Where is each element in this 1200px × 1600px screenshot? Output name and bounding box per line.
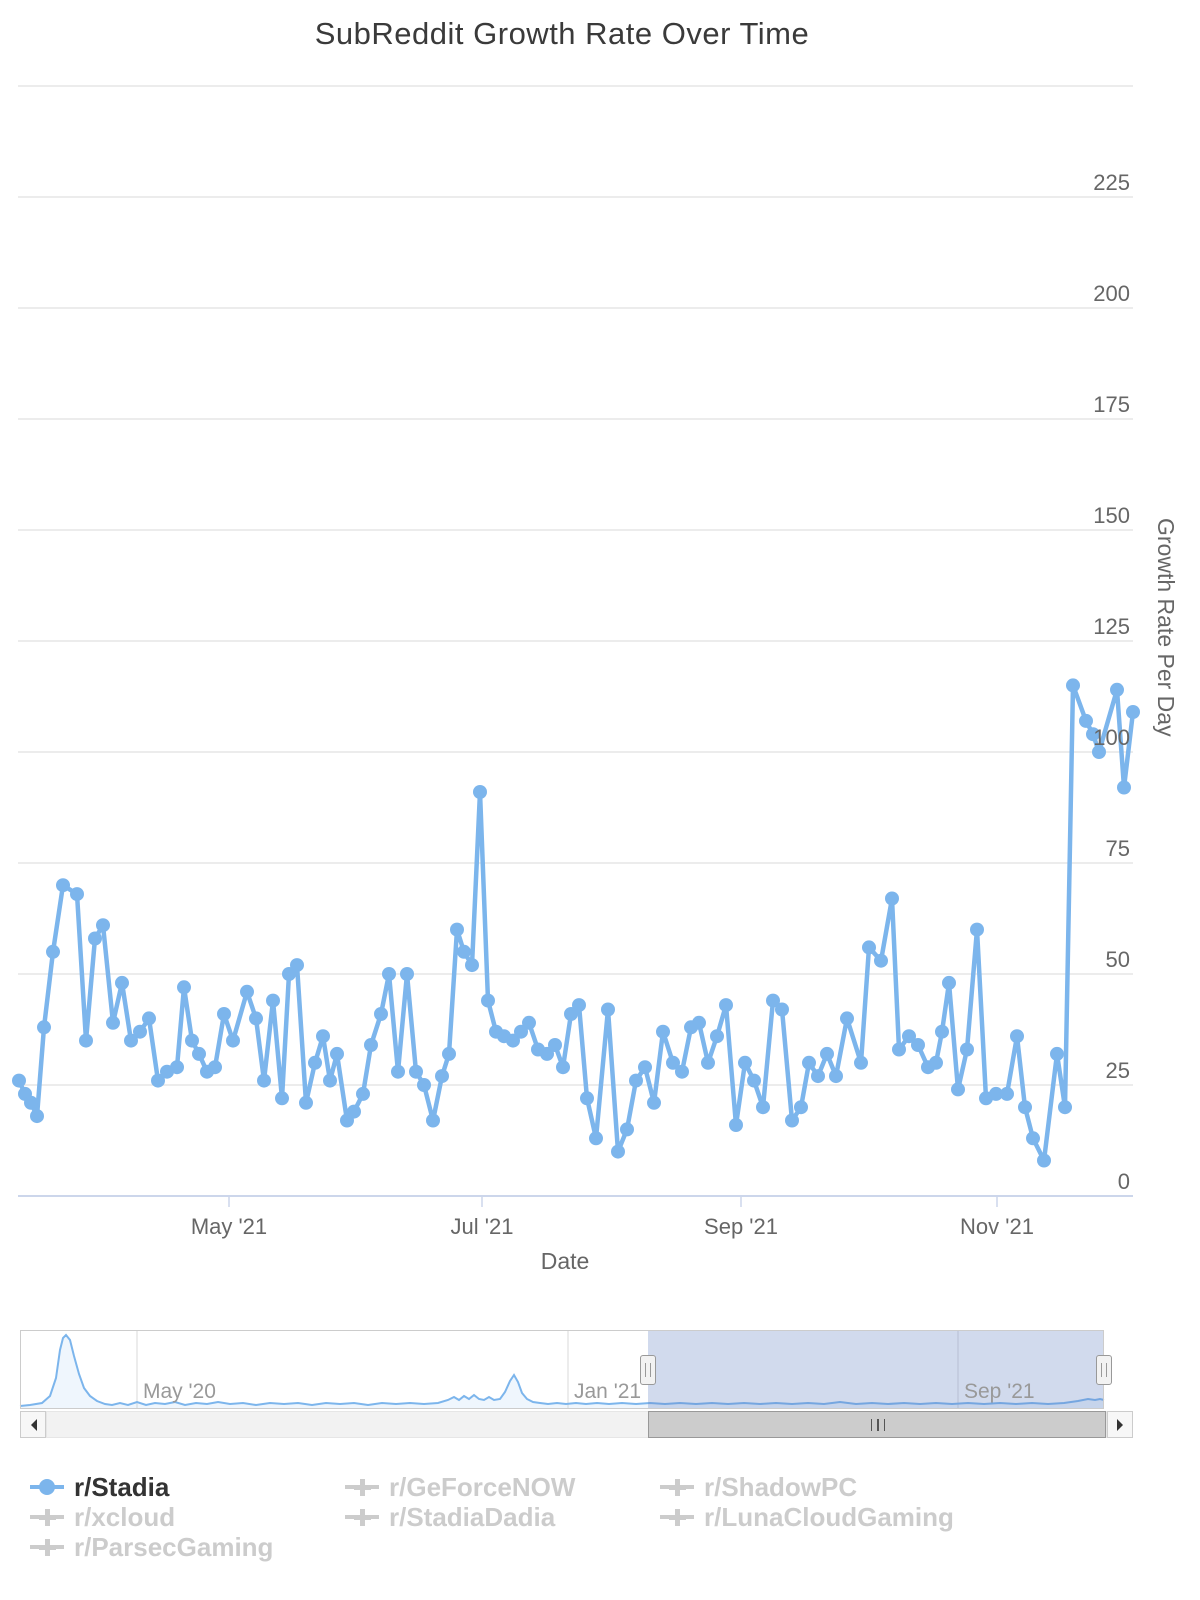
navigator-axis-label: Sep '21 bbox=[964, 1380, 1035, 1403]
x-axis-title: Date bbox=[540, 1248, 590, 1274]
legend: r/Stadia r/GeForceNOW r/ShadowPC r/xcloud r/… bbox=[30, 1472, 1020, 1562]
disabled-series-marker-icon bbox=[660, 1507, 694, 1527]
scrollbar-right-button[interactable] bbox=[1107, 1411, 1133, 1438]
y-axis-title: Growth Rate Per Day bbox=[1153, 518, 1179, 737]
x-axis-label: Nov '21 bbox=[960, 1214, 1034, 1239]
y-axis-label: 75 bbox=[1105, 836, 1130, 861]
legend-item-r-parsecgaming[interactable]: r/ParsecGaming bbox=[30, 1532, 345, 1562]
legend-label: r/StadiaDadia bbox=[389, 1501, 556, 1532]
disabled-series-marker-icon bbox=[30, 1537, 64, 1557]
y-axis-label: 175 bbox=[1093, 392, 1130, 417]
series-line-marker-icon bbox=[30, 1477, 64, 1497]
legend-label: r/GeForceNOW bbox=[389, 1471, 576, 1502]
legend-label: r/ParsecGaming bbox=[74, 1531, 274, 1562]
x-axis-label: Sep '21 bbox=[704, 1214, 778, 1239]
x-axis-label: May '21 bbox=[190, 1214, 268, 1239]
navigator-selected-range[interactable] bbox=[648, 1330, 1104, 1409]
arrow-left-icon bbox=[25, 1418, 37, 1431]
legend-item-r-lunacloudgaming[interactable]: r/LunaCloudGaming bbox=[660, 1502, 975, 1532]
y-axis-label: 100 bbox=[1093, 725, 1130, 750]
navigator-left-handle[interactable] bbox=[640, 1355, 656, 1385]
navigator-axis-label: Jan '21 bbox=[574, 1380, 642, 1403]
disabled-series-marker-icon bbox=[660, 1477, 694, 1497]
legend-item-r-stadia[interactable]: r/Stadia bbox=[30, 1472, 345, 1502]
disabled-series-marker-icon bbox=[345, 1477, 379, 1497]
scrollbar-left-button[interactable] bbox=[20, 1411, 46, 1438]
legend-label: r/xcloud bbox=[74, 1501, 176, 1532]
y-axis-label: 0 bbox=[1117, 1169, 1130, 1194]
navigator-axis-label: May '20 bbox=[143, 1380, 216, 1403]
scrollbar-grip-icon bbox=[871, 1419, 885, 1431]
main-plot-area[interactable] bbox=[0, 0, 1200, 1290]
legend-item-r-stadiadadia[interactable]: r/StadiaDadia bbox=[345, 1502, 660, 1532]
legend-item-r-xcloud[interactable]: r/xcloud bbox=[30, 1502, 345, 1532]
legend-label: r/ShadowPC bbox=[704, 1471, 858, 1502]
legend-label: r/Stadia bbox=[74, 1471, 170, 1502]
navigator-right-handle[interactable] bbox=[1096, 1355, 1112, 1385]
chart-title: SubReddit Growth Rate Over Time bbox=[314, 16, 810, 51]
y-axis-label: 125 bbox=[1093, 614, 1130, 639]
y-axis-label: 50 bbox=[1105, 947, 1130, 972]
series-markers bbox=[12, 678, 1140, 1168]
legend-label: r/LunaCloudGaming bbox=[704, 1501, 954, 1532]
y-axis-label: 150 bbox=[1093, 503, 1130, 528]
arrow-right-icon bbox=[1117, 1418, 1129, 1431]
navigator-series-line bbox=[19, 1333, 1105, 1407]
disabled-series-marker-icon bbox=[30, 1507, 64, 1527]
legend-item-r-shadowpc[interactable]: r/ShadowPC bbox=[660, 1472, 975, 1502]
y-axis-label: 25 bbox=[1105, 1058, 1130, 1083]
legend-item-r-geforcenow[interactable]: r/GeForceNOW bbox=[345, 1472, 660, 1502]
disabled-series-marker-icon bbox=[345, 1507, 379, 1527]
y-axis-label: 225 bbox=[1093, 170, 1130, 195]
x-axis-label: Jul '21 bbox=[450, 1214, 514, 1239]
scrollbar-thumb[interactable] bbox=[648, 1411, 1106, 1438]
y-axis-label: 200 bbox=[1093, 281, 1130, 306]
